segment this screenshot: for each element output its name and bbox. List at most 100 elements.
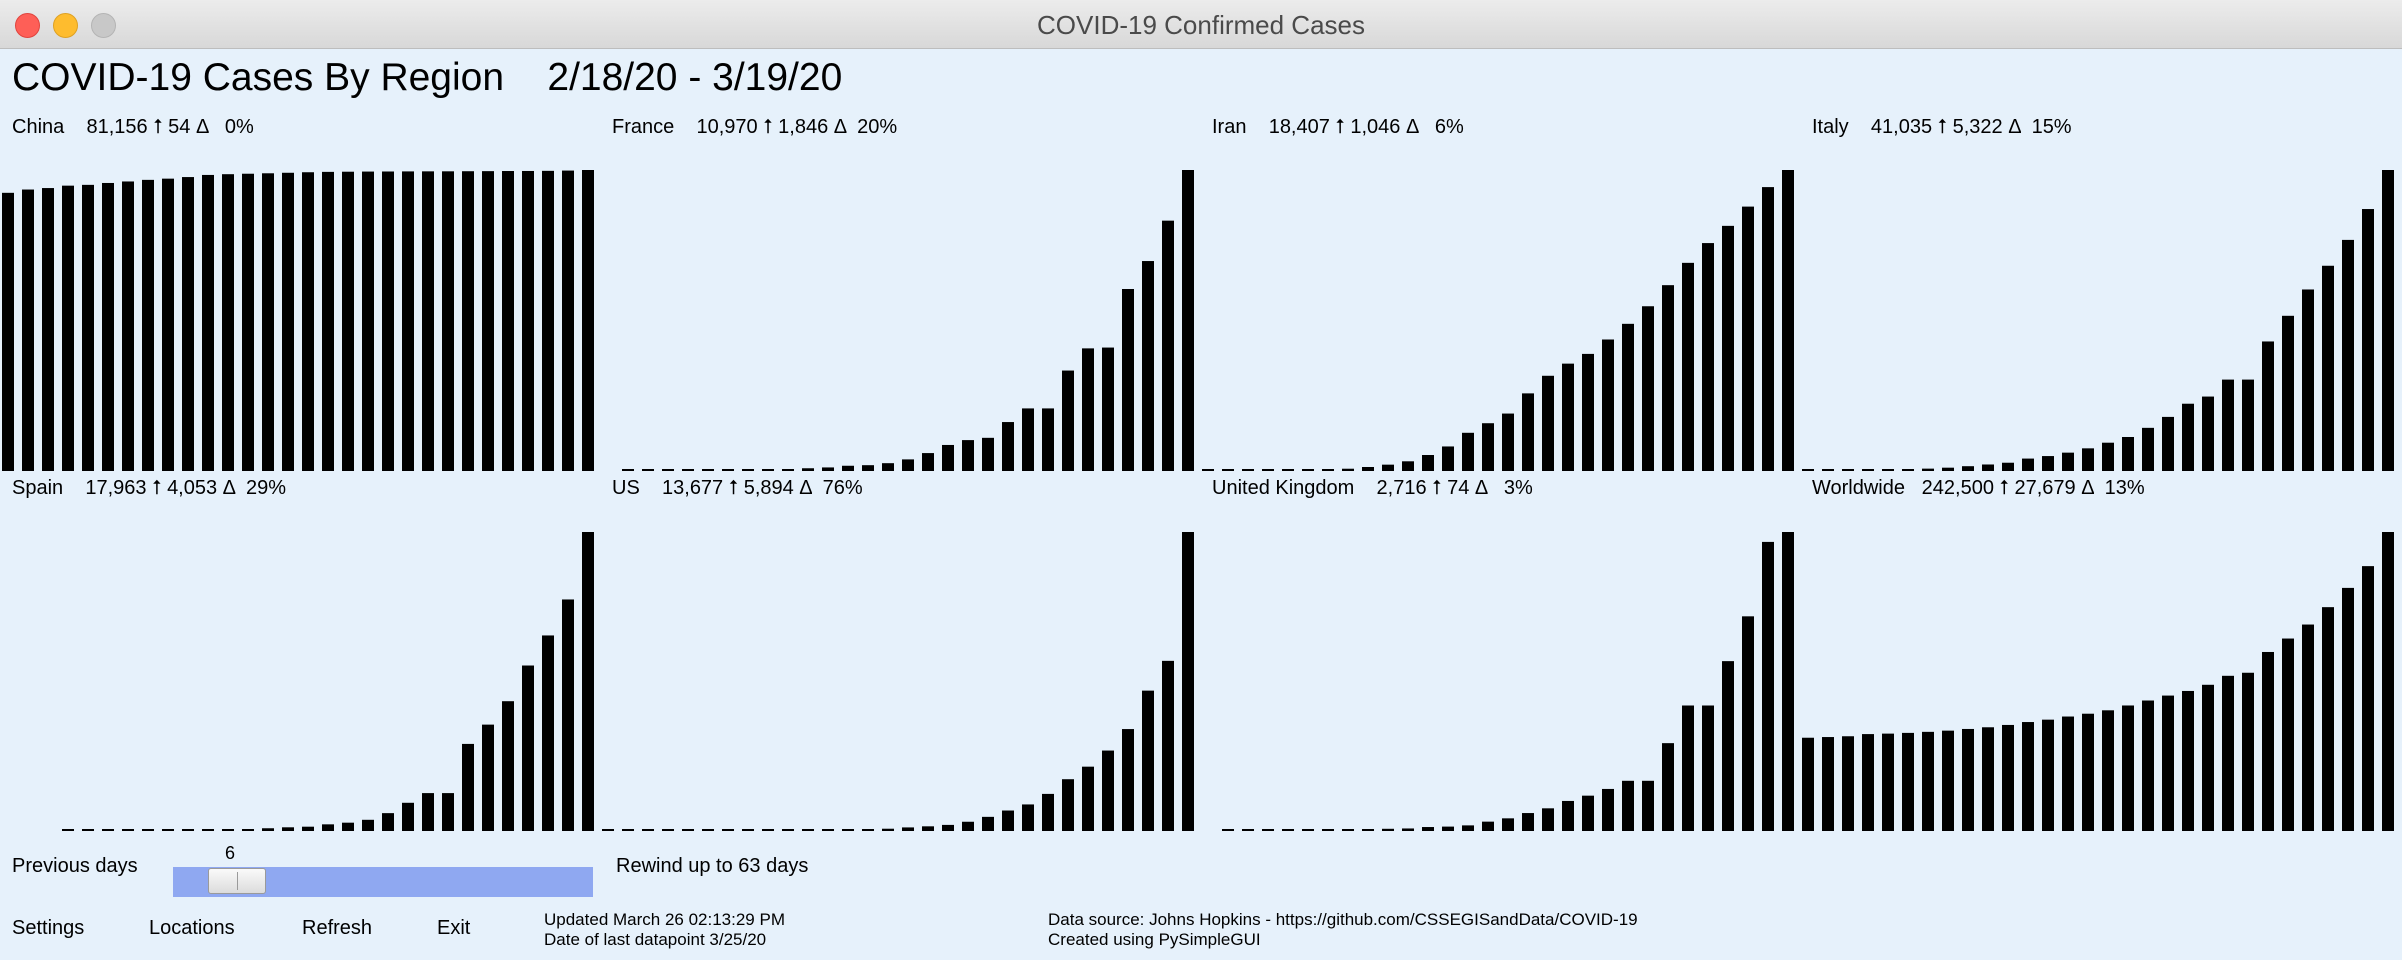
france-bar <box>982 437 994 471</box>
iran-bar <box>1322 469 1334 471</box>
window-title: COVID-19 Confirmed Cases <box>1037 10 1365 40</box>
us-bar <box>682 829 694 831</box>
refresh-button[interactable]: Refresh <box>302 917 373 939</box>
previous-days-slider[interactable] <box>173 867 593 897</box>
iran-bar <box>1662 285 1674 471</box>
iran-bar <box>1682 262 1694 471</box>
us-bar <box>862 829 874 831</box>
us-bar <box>1062 779 1074 831</box>
us-bar <box>542 829 554 831</box>
worldwide-bar <box>1962 728 1974 831</box>
china-bar <box>22 189 34 471</box>
spain-bar <box>122 829 134 831</box>
zoom-window-button[interactable] <box>91 13 116 38</box>
italy-bar <box>1902 469 1914 471</box>
spain-bar <box>462 743 474 831</box>
slider-thumb[interactable] <box>208 868 266 894</box>
italy-bar <box>1982 464 1994 471</box>
worldwide-bar <box>2062 716 2074 831</box>
iran-bar <box>1642 306 1654 471</box>
panel-label-france: France 10,970 ⭡ 1,846 Δ 20% <box>612 116 898 138</box>
france-bar <box>1022 408 1034 471</box>
china-bar <box>162 178 174 471</box>
spain-bar <box>282 827 294 831</box>
us-bar <box>702 829 714 831</box>
france-bar <box>802 468 814 471</box>
created-with-text: Created using PySimpleGUI <box>1048 930 1261 949</box>
spain-bar <box>142 829 154 831</box>
iran-bar <box>1202 469 1214 471</box>
china-bar <box>82 184 94 471</box>
france-bar <box>842 465 854 471</box>
worldwide-bar <box>1822 737 1834 831</box>
us-bar <box>942 824 954 831</box>
china-bar <box>202 174 214 472</box>
us-bar <box>722 829 734 831</box>
china-bar <box>62 185 74 471</box>
worldwide-bar <box>1802 737 1814 831</box>
updated-text: Updated March 26 02:13:29 PM <box>544 910 785 929</box>
worldwide-bar <box>2282 638 2294 831</box>
us-bar <box>1182 532 1194 831</box>
united-kingdom-bar <box>1702 705 1714 831</box>
spain-bar <box>222 829 234 831</box>
minimize-window-button[interactable] <box>53 13 78 38</box>
united-kingdom-bar <box>1782 532 1794 831</box>
us-bar <box>822 829 834 831</box>
italy-bar <box>2222 379 2234 471</box>
iran-bar <box>1622 323 1634 471</box>
spain-bar <box>82 829 94 831</box>
us-bar <box>842 829 854 831</box>
spain-bar <box>62 829 74 831</box>
spain-bar <box>422 793 434 831</box>
iran-bar <box>1502 413 1514 471</box>
china-bar <box>482 171 494 471</box>
china-bar <box>402 171 414 471</box>
us-bar <box>1022 804 1034 831</box>
france-bar <box>622 469 634 471</box>
italy-bar <box>2302 289 2314 471</box>
worldwide-bar <box>2202 684 2214 831</box>
main-content: COVID-19 Cases By Region 2/18/20 - 3/19/… <box>0 49 2402 960</box>
panel-label-us: US 13,677 ⭡ 5,894 Δ 76% <box>612 477 863 499</box>
exit-button[interactable]: Exit <box>437 917 471 939</box>
italy-bar <box>2082 448 2094 471</box>
italy-bar <box>2122 436 2134 471</box>
united-kingdom-bar <box>1302 829 1314 831</box>
china-bar <box>282 172 294 471</box>
iran-bar <box>1242 469 1254 471</box>
italy-bar <box>1862 469 1874 471</box>
panel-label-italy: Italy 41,035 ⭡ 5,322 Δ 15% <box>1812 116 2072 138</box>
china-bar <box>562 170 574 472</box>
france-bar <box>942 444 954 471</box>
spain-bar <box>402 802 414 831</box>
worldwide-bar <box>2362 566 2374 831</box>
united-kingdom-bar <box>1722 661 1734 831</box>
us-bar <box>922 826 934 831</box>
iran-bar <box>1402 461 1414 471</box>
united-kingdom-bar <box>1502 818 1514 831</box>
worldwide-bar <box>2322 607 2334 831</box>
iran-bar <box>1602 339 1614 471</box>
italy-bar <box>1842 469 1854 471</box>
locations-button[interactable]: Locations <box>149 917 235 939</box>
us-bar <box>1162 660 1174 831</box>
china-bar <box>182 177 194 471</box>
worldwide-bar <box>2122 705 2134 831</box>
settings-button[interactable]: Settings <box>12 917 85 939</box>
china-bar <box>222 174 234 471</box>
italy-bar <box>1942 467 1954 471</box>
rewind-label: Rewind up to 63 days <box>616 855 809 877</box>
iran-bar <box>1742 206 1754 471</box>
united-kingdom-bar <box>1582 795 1594 831</box>
china-bar <box>242 173 254 471</box>
china-bar <box>522 170 534 471</box>
us-bar <box>742 829 754 831</box>
iran-bar <box>1382 464 1394 471</box>
iran-bar <box>1782 170 1794 471</box>
united-kingdom-bar <box>1322 829 1334 831</box>
worldwide-bar <box>2262 651 2274 831</box>
spain-bar <box>542 635 554 831</box>
united-kingdom-bar <box>1262 829 1274 831</box>
close-window-button[interactable] <box>15 13 40 38</box>
